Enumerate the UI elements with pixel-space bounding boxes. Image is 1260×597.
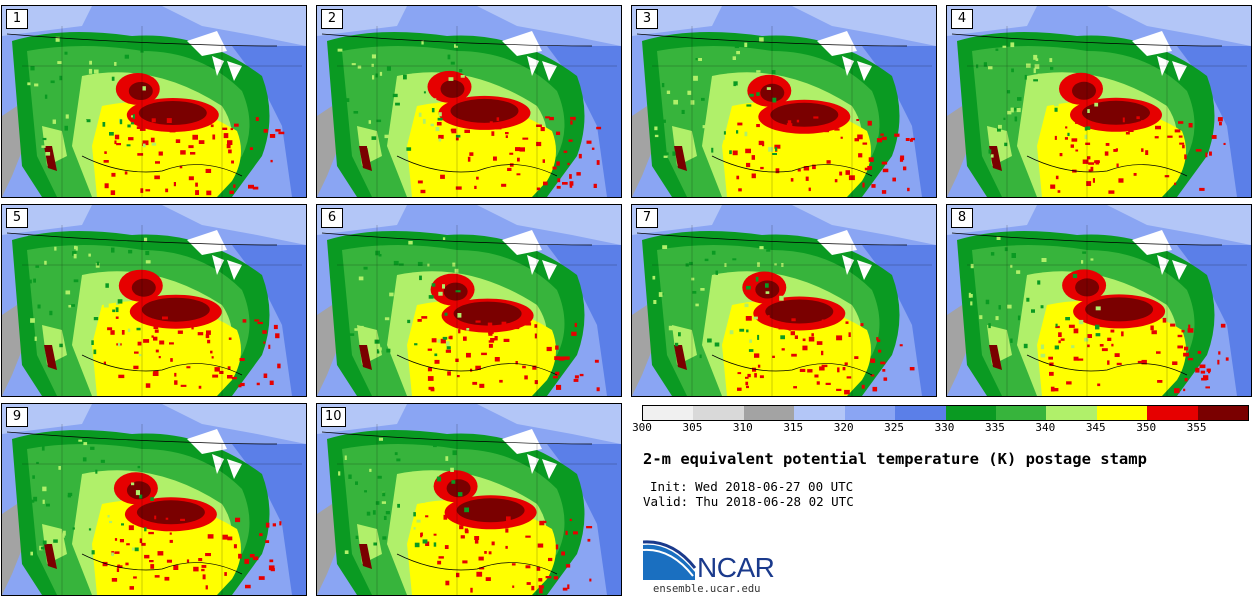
member-label: 7 <box>636 208 658 228</box>
colorbar-tick-label: 300 <box>632 421 652 434</box>
member-map-panel: 4 <box>946 5 1252 198</box>
colorbar-segment <box>1096 406 1148 420</box>
member-label: 1 <box>6 9 28 29</box>
colorbar-tick-label: 310 <box>732 421 753 434</box>
colorbar-tick-label: 350 <box>1136 421 1157 434</box>
member-map-panel: 8 <box>946 204 1252 397</box>
member-map <box>632 6 936 197</box>
colorbar <box>642 405 1249 421</box>
member-label: 10 <box>321 407 346 427</box>
member-map <box>317 6 621 197</box>
member-label: 2 <box>321 9 343 29</box>
member-label: 4 <box>951 9 973 29</box>
colorbar-tick-label: 325 <box>884 421 905 434</box>
member-map <box>317 404 621 595</box>
colorbar-segment <box>1046 406 1097 420</box>
logo-text: NCAR <box>697 552 775 583</box>
member-map <box>2 404 306 595</box>
colorbar-segment <box>844 406 896 420</box>
member-label: 8 <box>951 208 973 228</box>
init-time: Init: Wed 2018-06-27 00 UTC <box>650 479 854 494</box>
member-label: 9 <box>6 407 28 427</box>
member-label: 6 <box>321 208 343 228</box>
colorbar-segment <box>1197 406 1249 420</box>
colorbar-segment <box>743 406 795 420</box>
colorbar-tick-label: 320 <box>833 421 854 434</box>
colorbar-tick-label: 340 <box>1035 421 1056 434</box>
valid-time: Valid: Thu 2018-06-28 02 UTC <box>643 494 854 509</box>
member-map <box>632 205 936 396</box>
source-url: ensemble.ucar.edu <box>653 583 761 595</box>
colorbar-segment <box>794 406 845 420</box>
member-map-panel: 6 <box>316 204 622 397</box>
colorbar-segment <box>895 406 946 420</box>
colorbar-tick-label: 315 <box>783 421 804 434</box>
colorbar-segment <box>693 406 744 420</box>
colorbar-tick-label: 345 <box>1085 421 1106 434</box>
ncar-logo-icon <box>643 540 697 580</box>
member-map <box>317 205 621 396</box>
member-map <box>947 6 1251 197</box>
colorbar-tick-label: 330 <box>934 421 955 434</box>
colorbar-segment <box>643 406 694 420</box>
member-map-panel: 10 <box>316 403 622 596</box>
member-map-panel: 9 <box>1 403 307 596</box>
colorbar-segment <box>1147 406 1198 420</box>
colorbar-ticks: 300 305 310 315 320 325 330 335 340 345 350 355 <box>632 421 1249 437</box>
member-map-panel: 3 <box>631 5 937 198</box>
member-map-panel: 1 <box>1 5 307 198</box>
member-map-panel: 2 <box>316 5 622 198</box>
member-map <box>2 205 306 396</box>
member-map-panel: 5 <box>1 204 307 397</box>
figure-title: 2-m equivalent potential temperature (K)… <box>643 450 1147 468</box>
member-map-panel: 7 <box>631 204 937 397</box>
colorbar-segment <box>945 406 996 420</box>
member-label: 5 <box>6 208 28 228</box>
member-label: 3 <box>636 9 658 29</box>
colorbar-segment <box>995 406 1047 420</box>
colorbar-tick-label: 305 <box>682 421 703 434</box>
colorbar-tick-label: 335 <box>984 421 1005 434</box>
member-map <box>947 205 1251 396</box>
member-map <box>2 6 306 197</box>
colorbar-tick-label: 355 <box>1186 421 1207 434</box>
